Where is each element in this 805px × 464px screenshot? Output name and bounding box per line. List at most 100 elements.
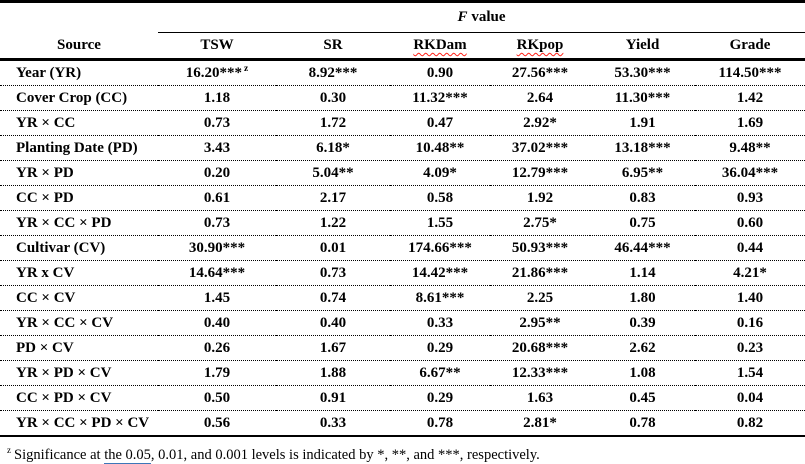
- table-row: YR × CC × PD × CV 0.56 0.33 0.78 2.81* 0.78 0.…: [0, 410, 805, 437]
- value-cell: 30.90***: [158, 235, 276, 261]
- column-header-label: Yield: [625, 37, 660, 53]
- value-cell: 1.40: [695, 285, 805, 311]
- row-label: YR × CC: [0, 110, 158, 136]
- column-header-row: Source TSW SR RKDam RKpop Yield Grade: [0, 32, 805, 61]
- value-cell: 1.92: [490, 185, 590, 211]
- value-cell: 0.01: [276, 235, 390, 261]
- value-cell: 4.09*: [390, 160, 490, 186]
- value-cell: 0.26: [158, 335, 276, 361]
- value-cell: 0.73: [276, 260, 390, 286]
- value-cell: 1.22: [276, 210, 390, 236]
- value-cell: 8.61***: [390, 285, 490, 311]
- column-header-tsw: TSW: [158, 32, 276, 61]
- value-cell: 0.78: [590, 410, 695, 437]
- value-cell: 27.56***: [490, 59, 590, 86]
- value-cell: 0.04: [695, 385, 805, 411]
- value-cell: 0.29: [390, 385, 490, 411]
- row-label: CC × PD × CV: [0, 385, 158, 411]
- value-cell: 11.30***: [590, 85, 695, 111]
- column-header-label: RKDam: [413, 37, 467, 53]
- value-cell: 0.90: [390, 59, 490, 86]
- value-cell: 1.88: [276, 360, 390, 386]
- value-cell: 0.16: [695, 310, 805, 336]
- table-row: YR × CC × CV 0.40 0.40 0.33 2.95** 0.39 0.16: [0, 310, 805, 336]
- value-cell: 0.33: [390, 310, 490, 336]
- value-cell: 0.23: [695, 335, 805, 361]
- value-cell: 0.58: [390, 185, 490, 211]
- column-header-grade: Grade: [695, 32, 805, 61]
- value-cell: 1.45: [158, 285, 276, 311]
- value-cell: 1.79: [158, 360, 276, 386]
- row-label: PD × CV: [0, 335, 158, 361]
- value-cell: 0.29: [390, 335, 490, 361]
- value-cell: 1.08: [590, 360, 695, 386]
- value-cell: 0.93: [695, 185, 805, 211]
- table-row: PD × CV 0.26 1.67 0.29 20.68*** 2.62 0.23: [0, 335, 805, 361]
- table-row: YR × CC 0.73 1.72 0.47 2.92* 1.91 1.69: [0, 110, 805, 136]
- table-row: Year (YR) 16.20*** z 8.92*** 0.90 27.56*** 53.…: [0, 59, 805, 86]
- row-label: Planting Date (PD): [0, 135, 158, 161]
- value-cell: 6.18*: [276, 135, 390, 161]
- value-cell: 0.78: [390, 410, 490, 437]
- value-cell: 21.86***: [490, 260, 590, 286]
- value-cell: 50.93***: [490, 235, 590, 261]
- value-cell: 8.92***: [276, 59, 390, 86]
- table-row: YR × CC × PD 0.73 1.22 1.55 2.75* 0.75 0.60: [0, 210, 805, 236]
- value-cell: 1.67: [276, 335, 390, 361]
- value-cell: 0.73: [158, 210, 276, 236]
- footnote-text-pre: Significance at: [14, 446, 105, 463]
- value-cell: 1.69: [695, 110, 805, 136]
- column-header-label: Grade: [729, 37, 771, 53]
- column-header-sr: SR: [276, 32, 390, 61]
- spanner-empty-cell: [0, 2, 158, 33]
- value-cell: 0.82: [695, 410, 805, 437]
- row-label: Year (YR): [0, 59, 158, 86]
- table-header: F value Source TSW SR RKDam RKpop Yield Grade: [0, 1, 805, 61]
- row-label: YR × CC × PD: [0, 210, 158, 236]
- anova-f-value-table: F value Source TSW SR RKDam RKpop Yield Grade …: [0, 0, 805, 437]
- column-header-yield: Yield: [590, 32, 695, 61]
- value-cell: 14.64***: [158, 260, 276, 286]
- table-row: YR x CV 14.64*** 0.73 14.42*** 21.86*** 1.14 4…: [0, 260, 805, 286]
- cell-superscript: z: [244, 64, 249, 74]
- value-cell: 1.55: [390, 210, 490, 236]
- value-cell: 0.39: [590, 310, 695, 336]
- value-cell: 20.68***: [490, 335, 590, 361]
- column-header-rkpop: RKpop: [490, 32, 590, 61]
- value-cell: 0.45: [590, 385, 695, 411]
- value-cell: 36.04***: [695, 160, 805, 186]
- table-row: Cultivar (CV) 30.90*** 0.01 174.66*** 50.93*…: [0, 235, 805, 261]
- value-cell: 0.47: [390, 110, 490, 136]
- value-cell: 2.95**: [490, 310, 590, 336]
- value-cell: 10.48**: [390, 135, 490, 161]
- significance-footnote: z Significance at the 0.05, 0.01, and 0.0…: [7, 445, 805, 464]
- row-label: YR × CC × PD × CV: [0, 410, 158, 437]
- table-row: CC × PD 0.61 2.17 0.58 1.92 0.83 0.93: [0, 185, 805, 211]
- footnote-superscript: z: [7, 445, 11, 455]
- column-header-rkdam: RKDam: [390, 32, 490, 61]
- value-cell: 0.73: [158, 110, 276, 136]
- f-value-normal-part: value: [467, 9, 506, 25]
- value-cell: 1.18: [158, 85, 276, 111]
- value-cell: 0.91: [276, 385, 390, 411]
- row-label: YR × PD × CV: [0, 360, 158, 386]
- value-cell: 0.83: [590, 185, 695, 211]
- row-label: YR × CC × CV: [0, 310, 158, 336]
- value-cell: 6.95**: [590, 160, 695, 186]
- value-cell: 3.43: [158, 135, 276, 161]
- value-cell: 2.25: [490, 285, 590, 311]
- table-row: YR × PD × CV 1.79 1.88 6.67** 12.33*** 1.08 1.…: [0, 360, 805, 386]
- row-label: Cultivar (CV): [0, 235, 158, 261]
- value-cell: 12.79***: [490, 160, 590, 186]
- value-cell: 0.74: [276, 285, 390, 311]
- value-cell: 11.32***: [390, 85, 490, 111]
- value-cell: 2.17: [276, 185, 390, 211]
- table-row: Planting Date (PD) 3.43 6.18* 10.48** 37.02*…: [0, 135, 805, 161]
- value-cell: 1.54: [695, 360, 805, 386]
- value-cell: 1.63: [490, 385, 590, 411]
- value-cell: 1.91: [590, 110, 695, 136]
- value-cell: 2.81*: [490, 410, 590, 437]
- value-cell: 4.21*: [695, 260, 805, 286]
- value-cell: 53.30***: [590, 59, 695, 86]
